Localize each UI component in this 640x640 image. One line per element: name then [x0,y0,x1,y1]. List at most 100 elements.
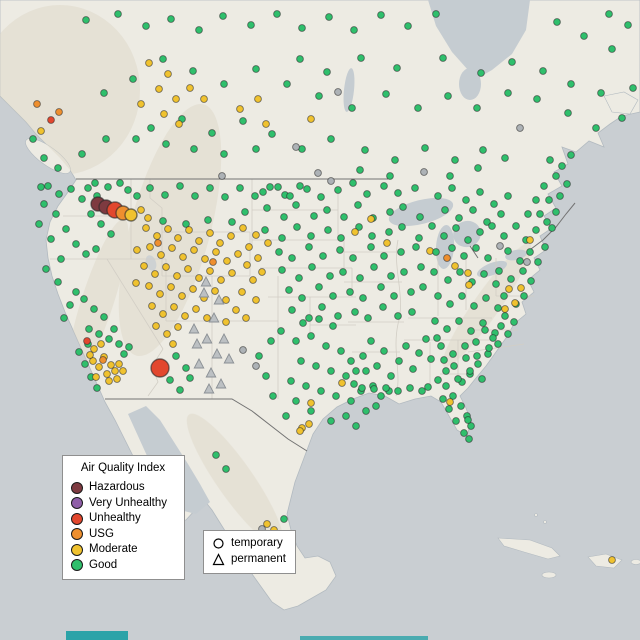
station-marker[interactable] [417,263,425,271]
station-marker[interactable] [351,228,359,236]
station-marker[interactable] [608,556,616,564]
station-marker[interactable] [258,268,266,276]
station-marker[interactable] [132,135,140,143]
station-marker[interactable] [527,277,535,285]
station-marker[interactable] [318,303,326,311]
station-marker[interactable] [241,208,249,216]
station-marker[interactable] [155,85,163,93]
station-marker[interactable] [422,335,430,343]
station-marker[interactable] [324,226,332,234]
station-marker[interactable] [407,288,415,296]
station-marker[interactable] [102,135,110,143]
station-marker[interactable] [223,257,231,265]
station-marker[interactable] [380,252,388,260]
station-marker[interactable] [170,303,178,311]
station-marker[interactable] [283,80,291,88]
station-marker[interactable] [317,193,325,201]
station-marker[interactable] [386,172,394,180]
station-marker[interactable] [404,22,412,30]
station-marker[interactable] [232,306,240,314]
station-marker[interactable] [137,100,145,108]
station-marker[interactable] [329,292,337,300]
station-marker[interactable] [222,465,230,473]
station-marker[interactable] [349,254,357,262]
station-marker[interactable] [526,236,534,244]
station-marker[interactable] [261,226,269,234]
station-marker[interactable] [84,184,92,192]
station-marker[interactable] [391,156,399,164]
station-marker[interactable] [464,416,472,424]
station-marker[interactable] [105,335,113,343]
station-marker[interactable] [97,340,105,348]
station-marker[interactable] [387,272,395,280]
station-marker[interactable] [415,234,423,242]
station-marker[interactable] [327,417,335,425]
station-marker[interactable] [55,108,63,116]
station-marker[interactable] [201,255,209,263]
station-marker[interactable] [592,124,600,132]
station-marker[interactable] [323,206,331,214]
station-marker[interactable] [212,451,220,459]
station-marker[interactable] [327,367,335,375]
station-marker[interactable] [322,342,330,350]
station-marker[interactable] [54,278,62,286]
station-marker[interactable] [156,290,164,298]
station-marker[interactable] [346,288,354,296]
station-marker[interactable] [332,392,340,400]
station-marker[interactable] [47,235,55,243]
station-marker[interactable] [440,232,448,240]
station-marker[interactable] [259,188,267,196]
station-marker[interactable] [292,397,300,405]
station-marker[interactable] [90,305,98,313]
permanent-station-marker[interactable] [218,333,230,344]
permanent-station-marker[interactable] [191,338,203,349]
station-marker[interactable] [252,231,260,239]
station-marker[interactable] [476,228,484,236]
station-marker[interactable] [329,322,337,330]
station-marker[interactable] [479,319,487,327]
station-marker[interactable] [154,239,162,247]
station-marker[interactable] [424,383,432,391]
station-marker[interactable] [208,129,216,137]
station-marker[interactable] [133,192,141,200]
station-marker[interactable] [182,220,190,228]
station-marker[interactable] [431,317,439,325]
station-marker[interactable] [412,243,420,251]
station-marker[interactable] [269,392,277,400]
station-marker[interactable] [504,330,512,338]
station-marker[interactable] [80,295,88,303]
station-marker[interactable] [278,266,286,274]
station-marker[interactable] [262,372,270,380]
station-marker[interactable] [473,104,481,112]
station-marker[interactable] [249,276,257,284]
station-marker[interactable] [140,262,148,270]
station-marker[interactable] [107,361,115,369]
station-marker[interactable] [441,206,449,214]
station-marker[interactable] [439,54,447,62]
station-marker[interactable] [500,292,508,300]
station-marker[interactable] [173,272,181,280]
station-marker[interactable] [227,232,235,240]
station-marker[interactable] [92,245,100,253]
permanent-station-marker[interactable] [211,348,223,359]
station-marker[interactable] [181,312,189,320]
station-marker[interactable] [352,367,360,375]
station-marker[interactable] [543,218,551,226]
station-marker[interactable] [368,232,376,240]
station-marker[interactable] [315,283,323,291]
station-marker[interactable] [166,376,174,384]
station-marker[interactable] [532,196,540,204]
station-marker[interactable] [220,80,228,88]
station-marker[interactable] [355,223,363,231]
station-marker[interactable] [524,210,532,218]
station-marker[interactable] [510,318,518,326]
station-marker[interactable] [185,226,193,234]
station-marker[interactable] [263,520,271,528]
station-marker[interactable] [349,179,357,187]
station-marker[interactable] [267,337,275,345]
station-marker[interactable] [340,213,348,221]
station-marker[interactable] [195,237,203,245]
station-marker[interactable] [372,402,380,410]
station-marker[interactable] [501,154,509,162]
station-marker[interactable] [516,124,524,132]
